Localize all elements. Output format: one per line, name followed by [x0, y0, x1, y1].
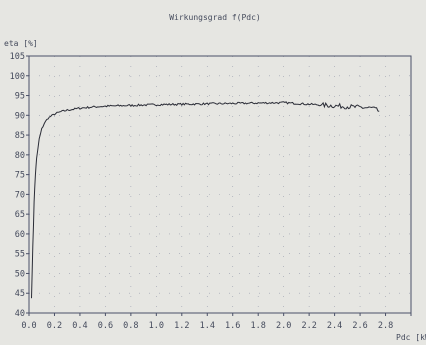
- y-tick-label: 50: [15, 269, 25, 279]
- x-tick-label: 2.4: [327, 321, 342, 331]
- x-tick-label: 0.0: [21, 321, 36, 331]
- x-tick-label: 1.0: [149, 321, 164, 331]
- y-tick-label: 100: [10, 72, 25, 82]
- efficiency-series-line: [31, 101, 380, 299]
- x-tick-label: 2.6: [352, 321, 367, 331]
- x-axis: 0.0 0.2 0.4 0.6 0.8 1.0 1.2 1.4 1.6 1.8 2.0 2.2 2.4 2…: [21, 313, 412, 331]
- x-tick-label: 2.2: [301, 321, 316, 331]
- y-tick-label: 75: [15, 171, 25, 181]
- x-tick-label: 0.6: [98, 321, 113, 331]
- y-axis-label: eta [%]: [4, 39, 38, 48]
- y-tick-label: 40: [15, 309, 25, 319]
- x-axis-label: Pdc [kW]: [396, 333, 426, 342]
- x-tick-label: 0.8: [123, 321, 138, 331]
- x-tick-label: 0.4: [72, 321, 87, 331]
- plot-frame: [28, 55, 412, 314]
- y-tick-label: 60: [15, 230, 25, 240]
- y-tick-label: 65: [15, 210, 25, 220]
- grid: [29, 56, 411, 313]
- x-tick-label: 1.8: [251, 321, 266, 331]
- y-tick-label: 90: [15, 111, 25, 121]
- x-tick-label: 1.4: [200, 321, 215, 331]
- x-tick-label: 0.2: [47, 321, 62, 331]
- y-tick-label: 45: [15, 289, 25, 299]
- x-tick-label: 1.2: [174, 321, 189, 331]
- y-axis: 40 45 50 55 60 65 70 75 80 85 90 95 100 105: [10, 52, 29, 319]
- y-tick-label: 105: [10, 52, 25, 62]
- y-tick-label: 95: [15, 92, 25, 102]
- y-tick-label: 85: [15, 131, 25, 141]
- chart-title: Wirkungsgrad f(Pdc): [169, 13, 261, 22]
- x-tick-label: 1.6: [225, 321, 240, 331]
- y-tick-label: 80: [15, 151, 25, 161]
- y-tick-label: 55: [15, 250, 25, 260]
- y-tick-label: 70: [15, 190, 25, 200]
- x-tick-label: 2.0: [276, 321, 291, 331]
- x-tick-label: 2.8: [378, 321, 393, 331]
